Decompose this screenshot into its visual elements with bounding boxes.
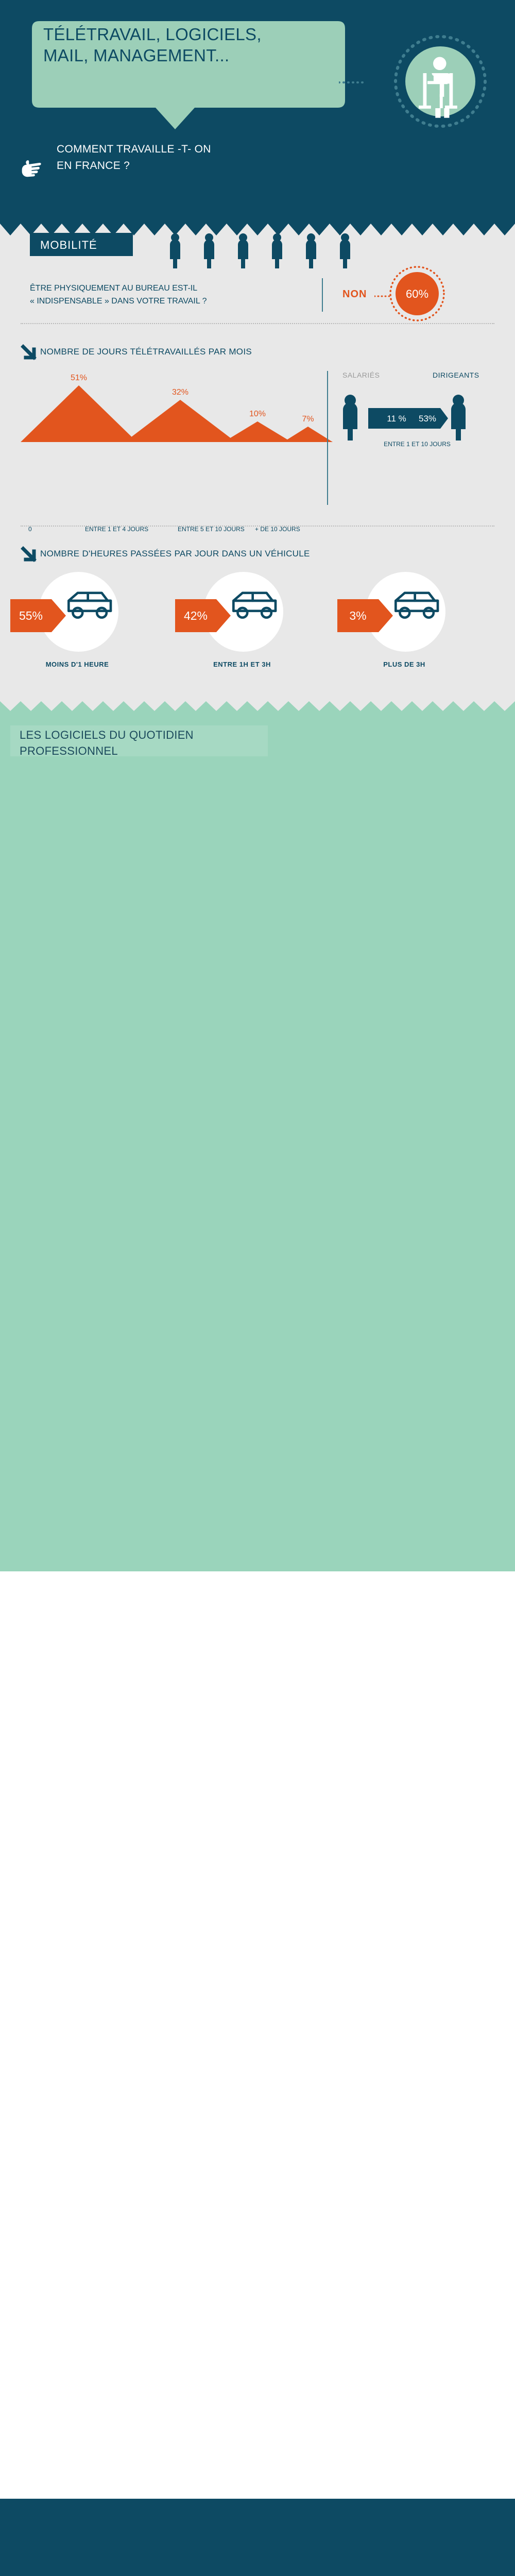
svg-text:11 %: 11 % [387,414,406,423]
svg-text:42%: 42% [184,609,208,622]
svg-text:55%: 55% [19,609,43,622]
svg-text:60%: 60% [406,287,428,300]
svg-text:7%: 7% [302,415,314,423]
svg-text:32%: 32% [172,388,188,397]
svg-text:3%: 3% [349,609,366,622]
svg-text:10%: 10% [249,410,266,418]
svg-text:53%: 53% [419,414,436,423]
svg-text:51%: 51% [71,374,87,382]
